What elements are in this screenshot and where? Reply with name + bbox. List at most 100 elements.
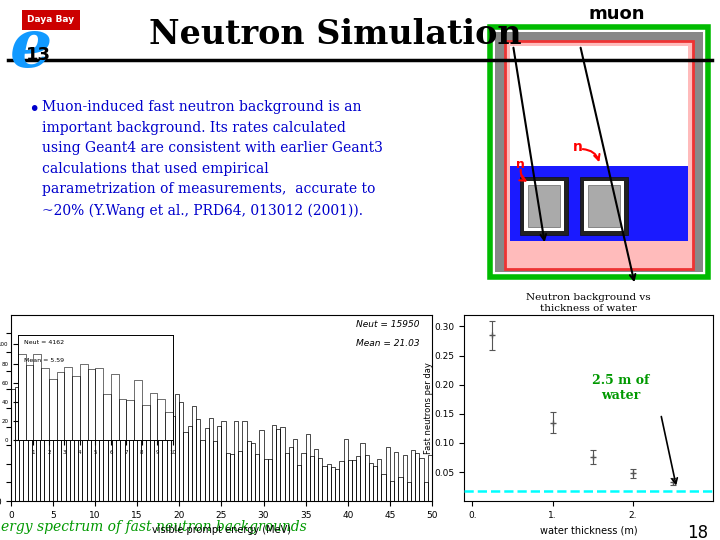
Bar xyxy=(272,424,276,501)
Bar xyxy=(382,475,386,501)
Bar xyxy=(352,460,356,501)
Bar xyxy=(11,389,15,501)
Bar xyxy=(33,354,41,440)
Bar xyxy=(104,395,108,501)
Bar xyxy=(95,368,103,440)
Bar xyxy=(95,369,99,501)
Bar xyxy=(86,379,91,501)
FancyBboxPatch shape xyxy=(22,10,80,30)
Bar xyxy=(103,394,111,440)
Bar xyxy=(150,393,157,440)
Bar xyxy=(70,360,74,501)
Bar xyxy=(61,382,66,501)
Bar xyxy=(150,400,154,501)
Text: n: n xyxy=(573,140,583,154)
Bar xyxy=(302,453,305,501)
Bar xyxy=(428,455,432,501)
Bar xyxy=(255,455,259,501)
Bar xyxy=(251,443,255,501)
Title: Neutron background vs
thickness of water: Neutron background vs thickness of water xyxy=(526,293,651,313)
Bar xyxy=(24,353,27,501)
Bar xyxy=(217,426,222,501)
Bar xyxy=(398,477,402,501)
Text: 2.5 m of
water: 2.5 m of water xyxy=(592,374,649,402)
Bar xyxy=(129,401,133,501)
Bar xyxy=(120,397,125,501)
Bar xyxy=(137,418,141,501)
Bar xyxy=(364,455,369,501)
Bar xyxy=(407,483,411,501)
Bar xyxy=(348,461,352,501)
Bar xyxy=(343,440,348,501)
Bar xyxy=(27,381,32,501)
Bar xyxy=(584,181,624,231)
Bar xyxy=(36,370,40,501)
Text: Mean = 21.03: Mean = 21.03 xyxy=(356,339,419,348)
Bar xyxy=(490,27,708,277)
Bar xyxy=(192,406,196,501)
Bar xyxy=(339,461,343,501)
Bar xyxy=(314,449,318,501)
Bar xyxy=(222,421,225,501)
Bar xyxy=(78,377,82,501)
Bar xyxy=(310,456,314,501)
Bar xyxy=(175,394,179,501)
Bar xyxy=(268,460,272,501)
Bar xyxy=(179,402,184,501)
Text: muon: muon xyxy=(589,5,645,23)
Bar xyxy=(57,372,65,440)
Bar xyxy=(19,387,24,501)
X-axis label: visible prompt energy (MeV): visible prompt energy (MeV) xyxy=(152,525,291,535)
Bar xyxy=(234,421,238,501)
Bar xyxy=(18,354,26,440)
Bar xyxy=(72,376,80,440)
Text: Muon-induced fast neutron background is an
important background. Its rates calcu: Muon-induced fast neutron background is … xyxy=(42,100,383,218)
Bar xyxy=(289,447,293,501)
Bar xyxy=(158,398,163,501)
Bar xyxy=(225,453,230,501)
Bar xyxy=(293,440,297,501)
Bar xyxy=(166,410,171,501)
Bar xyxy=(402,455,407,501)
Text: 13: 13 xyxy=(25,46,50,64)
Bar xyxy=(588,185,620,227)
Bar xyxy=(524,181,564,231)
Bar xyxy=(171,416,175,501)
Bar xyxy=(66,393,70,501)
Bar xyxy=(49,384,53,501)
Bar xyxy=(415,453,419,501)
Bar xyxy=(230,454,234,501)
Bar xyxy=(238,451,243,501)
Bar xyxy=(528,185,560,227)
Bar xyxy=(335,469,339,501)
Bar xyxy=(26,365,33,440)
Bar xyxy=(15,387,19,501)
Bar xyxy=(32,372,36,501)
Bar xyxy=(297,465,302,501)
Bar xyxy=(247,441,251,501)
Bar xyxy=(323,465,327,501)
Text: 18: 18 xyxy=(687,524,708,540)
Bar xyxy=(318,458,323,501)
Bar xyxy=(88,369,95,440)
Bar xyxy=(284,453,289,501)
Bar xyxy=(394,453,398,501)
Bar xyxy=(204,428,209,501)
Bar xyxy=(369,463,373,501)
Bar xyxy=(165,412,173,440)
Bar xyxy=(154,378,158,501)
Bar xyxy=(111,374,119,440)
Bar xyxy=(356,456,361,501)
Bar xyxy=(40,356,45,501)
Bar xyxy=(264,458,268,501)
Bar xyxy=(142,405,150,440)
Text: e: e xyxy=(10,16,53,80)
Bar xyxy=(331,467,335,501)
Bar xyxy=(305,434,310,501)
Bar xyxy=(200,440,204,501)
Text: Mean = 5.59: Mean = 5.59 xyxy=(24,358,64,363)
Bar xyxy=(53,368,57,501)
Bar xyxy=(386,447,390,501)
Bar xyxy=(134,380,142,440)
Text: Neut = 4162: Neut = 4162 xyxy=(24,340,64,345)
